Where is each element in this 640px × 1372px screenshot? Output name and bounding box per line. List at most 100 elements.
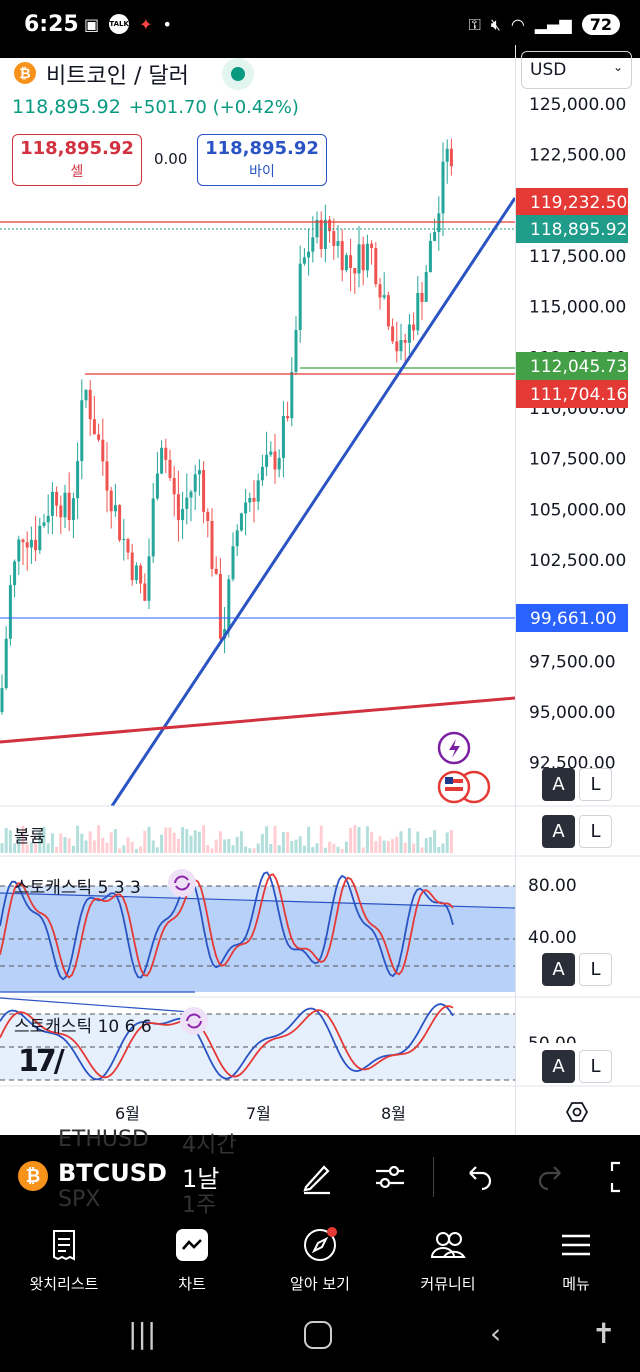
volume-bar <box>302 845 306 853</box>
stoch1-label[interactable]: 스토캐스틱 5 3 3 <box>14 878 141 898</box>
price-chart[interactable]: 125,000.00 122,500.00 117,500.00 115,000.00… <box>0 0 640 1135</box>
market-open-icon[interactable] <box>222 58 254 90</box>
price-tag <box>516 380 628 408</box>
nav-watchlist[interactable]: 왓치리스트 <box>0 1219 128 1299</box>
wifi-icon: ◠ <box>510 15 525 34</box>
currency-value: USD <box>530 60 567 80</box>
home-icon[interactable] <box>304 1321 332 1349</box>
log-scale-button[interactable]: L <box>579 815 612 848</box>
volume-bar <box>88 831 92 853</box>
candle-body <box>71 498 75 521</box>
volume-bar <box>428 837 432 853</box>
volume-bar <box>42 826 46 853</box>
mute-icon: 🔇︎ <box>490 14 501 34</box>
log-scale-button[interactable]: L <box>579 768 612 801</box>
fullscreen-icon[interactable] <box>606 1157 640 1197</box>
indicators-slider-icon[interactable] <box>370 1157 410 1197</box>
drawing-pen-icon[interactable] <box>296 1157 336 1197</box>
buy-button[interactable]: 118,895.92 바이 <box>197 134 327 186</box>
volume-bar <box>256 843 260 853</box>
candle-body <box>281 415 285 458</box>
log-scale-button[interactable]: L <box>579 953 612 986</box>
volume-bar <box>281 832 285 853</box>
accessibility-icon[interactable]: ✝︎ <box>592 1317 616 1350</box>
nav-explore[interactable]: 알아 보기 <box>256 1219 384 1299</box>
sell-button[interactable]: 118,895.92 셀 <box>12 134 142 186</box>
price-tick-label: 115,000.00 <box>529 298 626 318</box>
candle-body <box>235 530 239 547</box>
candle-body <box>433 232 437 241</box>
symbol-picker[interactable]: BTCUSD <box>58 1159 167 1187</box>
kakaotalk-icon: TALK <box>109 14 130 34</box>
volume-bar <box>357 827 361 853</box>
tradingview-logo-icon: 17/ <box>18 1044 65 1079</box>
candle-body <box>80 400 84 462</box>
volume-bar <box>206 844 210 853</box>
candle-body <box>134 565 138 581</box>
undo-icon[interactable] <box>458 1157 498 1197</box>
volume-bar <box>315 843 319 853</box>
last-price: 118,895.92 <box>12 96 121 118</box>
volume-bar <box>84 840 88 853</box>
volume-bar <box>260 833 264 853</box>
stoch1-axis-40: 40.00 <box>528 928 577 948</box>
candle-body <box>130 552 134 581</box>
volume-bar <box>277 845 281 853</box>
candle-body <box>412 324 416 331</box>
price-tick-label: 122,500.00 <box>529 146 626 166</box>
candle-body <box>126 539 130 553</box>
candle-body <box>265 454 269 467</box>
nav-chart[interactable]: 차트 <box>128 1219 256 1299</box>
volume-bar <box>76 825 80 853</box>
volume-label[interactable]: 볼륨 <box>14 827 46 847</box>
menu-icon <box>562 1234 590 1256</box>
interval-picker[interactable]: 1날 <box>182 1165 220 1193</box>
candle-body <box>168 459 172 478</box>
symbol-title[interactable]: 비트코인 / 달러 <box>46 64 189 89</box>
candle-body <box>260 466 264 481</box>
candle-body <box>252 497 256 502</box>
auto-scale-button[interactable]: A <box>542 768 575 801</box>
volume-bar <box>391 839 395 853</box>
log-scale-button[interactable]: L <box>579 1050 612 1083</box>
recent-apps-icon[interactable]: ||| <box>128 1317 157 1350</box>
volume-bar <box>214 839 218 853</box>
symbol-picker-next: SPX <box>58 1187 101 1212</box>
volume-bar <box>25 844 29 853</box>
volume-bar <box>319 825 323 853</box>
stoch2-label[interactable]: 스토캐스틱 10 6 6 <box>14 1017 152 1037</box>
candle-body <box>76 461 80 499</box>
candle-body <box>202 470 206 512</box>
back-icon[interactable]: ‹ <box>490 1317 502 1350</box>
auto-scale-button[interactable]: A <box>542 815 575 848</box>
volume-bars <box>0 825 453 853</box>
volume-bar <box>239 831 243 853</box>
volume-bar <box>445 832 449 853</box>
auto-scale-button[interactable]: A <box>542 953 575 986</box>
nav-label: 왓치리스트 <box>29 1275 99 1293</box>
nav-menu[interactable]: 메뉴 <box>512 1219 640 1299</box>
candle-body <box>395 341 399 352</box>
volume-bar <box>437 846 441 853</box>
auto-scale-button[interactable]: A <box>542 1050 575 1083</box>
currency-select[interactable]: USD ⌄ <box>521 51 632 89</box>
volume-bar <box>122 845 126 853</box>
candle-body <box>105 461 109 491</box>
volume-bar <box>181 827 185 853</box>
volume-bar <box>420 847 424 853</box>
nav-label: 커뮤니티 <box>420 1275 476 1293</box>
price-tick-label: 97,500.00 <box>529 652 616 672</box>
redo-icon[interactable] <box>532 1157 572 1197</box>
volume-bar <box>185 829 189 853</box>
buy-label: 바이 <box>249 164 275 180</box>
nav-community[interactable]: 커뮤니티 <box>384 1219 512 1299</box>
volume-bar <box>244 846 248 853</box>
volume-bar <box>97 825 101 853</box>
settings-hex-icon[interactable] <box>566 1101 588 1123</box>
volume-bar <box>0 843 4 853</box>
price-tag <box>516 188 628 216</box>
candle-body <box>155 473 159 499</box>
price-tag <box>516 604 628 632</box>
candle-body <box>50 491 54 516</box>
volume-bar <box>21 825 25 853</box>
